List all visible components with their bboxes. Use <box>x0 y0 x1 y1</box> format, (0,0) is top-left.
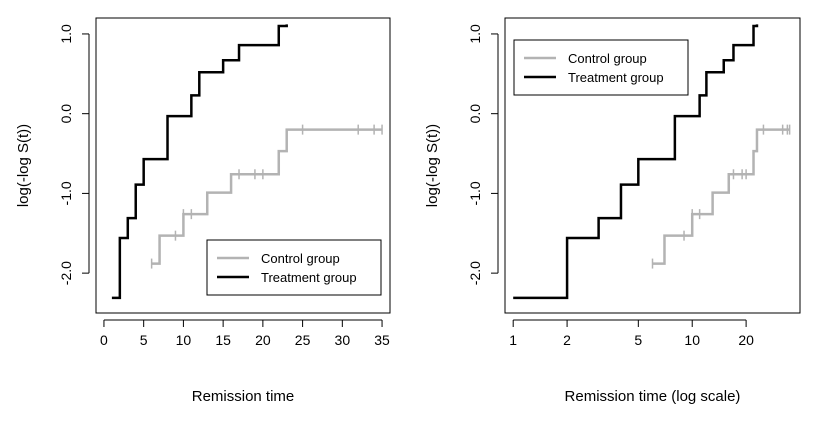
x-tick-label: 10 <box>684 332 700 348</box>
x-axis-title: Remission time (log scale) <box>565 388 741 405</box>
series-line-treatment-group <box>111 24 288 300</box>
series-line-control-group <box>151 128 383 265</box>
x-tick-label: 5 <box>634 332 642 348</box>
plot-frame <box>95 17 391 314</box>
legend: Control group Treatment group <box>513 39 689 96</box>
x-tick-label: 2 <box>563 332 571 348</box>
x-tick-label: 5 <box>140 332 148 348</box>
y-tick-label: -1.0 <box>467 181 483 205</box>
x-tick-label: 20 <box>255 332 271 348</box>
legend-label: Treatment group <box>261 270 357 285</box>
legend-box <box>206 239 382 296</box>
x-tick-label: 1 <box>509 332 517 348</box>
left-plot-panel: 0 5 10 15 20 25 30 35 -2.0 -1.0 0.0 1.0 Remission ti… <box>15 17 391 405</box>
y-tick-label: 1.0 <box>58 24 74 44</box>
right-plot-panel: 1 2 5 10 20 -2.0 -1.0 0.0 1.0 Remission time (log… <box>424 17 801 405</box>
series-line-treatment-group <box>513 24 759 300</box>
y-axis-title: log(-log S(t)) <box>15 124 32 207</box>
x-axis-title: Remission time <box>192 388 295 405</box>
x-tick-label: 20 <box>738 332 754 348</box>
legend-label: Control group <box>568 51 647 66</box>
legend-label: Treatment group <box>568 70 664 85</box>
y-axis-title: log(-log S(t)) <box>424 124 441 207</box>
series-line-control-group <box>652 128 790 265</box>
legend: Control group Treatment group <box>206 239 382 296</box>
y-tick-label: -1.0 <box>58 181 74 205</box>
y-tick-label: 0.0 <box>58 104 74 124</box>
x-tick-label: 30 <box>335 332 351 348</box>
x-tick-label: 35 <box>374 332 390 348</box>
x-tick-label: 25 <box>295 332 311 348</box>
y-tick-label: 0.0 <box>467 104 483 124</box>
x-tick-label: 0 <box>100 332 108 348</box>
x-tick-label: 15 <box>215 332 231 348</box>
y-tick-label: 1.0 <box>467 24 483 44</box>
plot-frame <box>504 17 801 314</box>
x-tick-label: 10 <box>176 332 192 348</box>
legend-label: Control group <box>261 251 340 266</box>
y-tick-label: -2.0 <box>58 261 74 285</box>
legend-box <box>513 39 689 96</box>
y-tick-label: -2.0 <box>467 261 483 285</box>
